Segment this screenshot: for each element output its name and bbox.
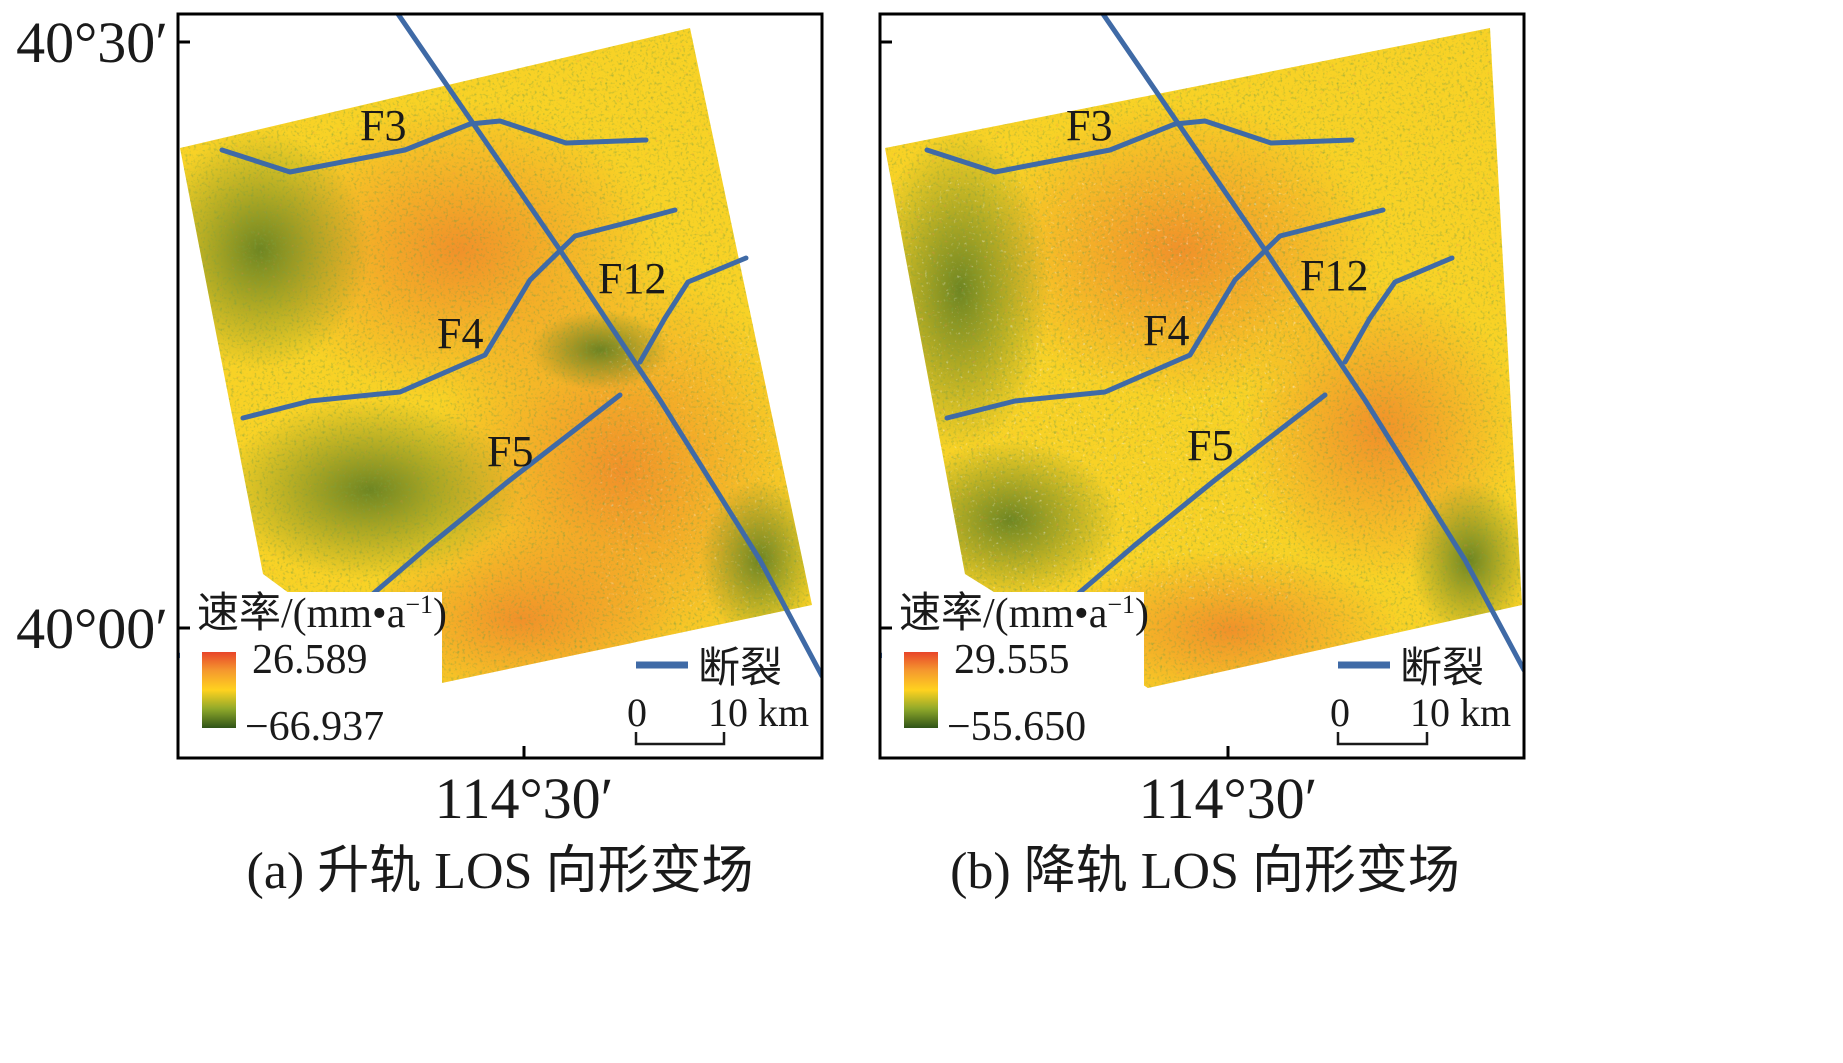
fault-f4 — [944, 207, 1386, 421]
colorbar-b — [904, 652, 938, 728]
fault-legend-label-a: 断裂 — [698, 646, 782, 692]
fault-label-f4-b: F4 — [1143, 306, 1189, 355]
fault-label-f5-b: F5 — [1187, 421, 1233, 470]
fault-f12 — [637, 255, 749, 365]
legend-max-b: 29.555 — [954, 637, 1070, 683]
fault-label-f5: F5 — [487, 427, 533, 476]
legend-title-b: 速率/(mm•a−1) — [899, 590, 1149, 637]
scale-ten-a: 10 km — [708, 690, 809, 735]
lat-label-bottom: 40°00′ — [16, 596, 168, 661]
deformation-raster-b — [885, 28, 1522, 688]
frame-b — [878, 12, 1526, 760]
panel-ascending: F3 F12 F4 F5 速率/(mm•a−1) 26.589 −66.937 … — [16, 10, 824, 900]
fault-f3 — [219, 118, 649, 175]
scale-ten-b: 10 km — [1410, 690, 1511, 735]
fault-label-f12: F12 — [598, 254, 666, 303]
legend-min-a: −66.937 — [245, 704, 384, 750]
scale-zero-b: 0 — [1330, 690, 1350, 735]
colorbar-a — [202, 652, 236, 728]
fault-regional — [395, 14, 822, 679]
lat-label-top: 40°30′ — [16, 10, 168, 75]
fault-label-f12-b: F12 — [1300, 251, 1368, 300]
fault-f12 — [1342, 255, 1455, 365]
fault-label-f3: F3 — [360, 101, 406, 150]
fault-label-f3-b: F3 — [1066, 101, 1112, 150]
caption-b: (b) 降轨 LOS 向形变场 — [950, 843, 1460, 900]
scale-bar-a — [634, 732, 726, 746]
legend-min-b: −55.650 — [947, 704, 1086, 750]
scale-bar-b — [1336, 732, 1429, 746]
legend-title-a: 速率/(mm•a−1) — [197, 590, 447, 637]
scale-zero-a: 0 — [627, 690, 647, 735]
legend-max-a: 26.589 — [252, 637, 368, 683]
panel-descending: F3 F12 F4 F5 速率/(mm•a−1) 29.555 −55.650 … — [878, 12, 1526, 900]
lon-label-b: 114°30′ — [1139, 766, 1318, 831]
lon-label-a: 114°30′ — [435, 766, 614, 831]
fault-legend-label-b: 断裂 — [1400, 646, 1484, 692]
fault-regional — [1100, 14, 1524, 673]
fault-f4 — [240, 207, 678, 421]
fault-label-f4: F4 — [437, 309, 483, 358]
fault-f3 — [924, 118, 1355, 175]
frame-a — [176, 12, 824, 760]
caption-a: (a) 升轨 LOS 向形变场 — [247, 843, 754, 900]
